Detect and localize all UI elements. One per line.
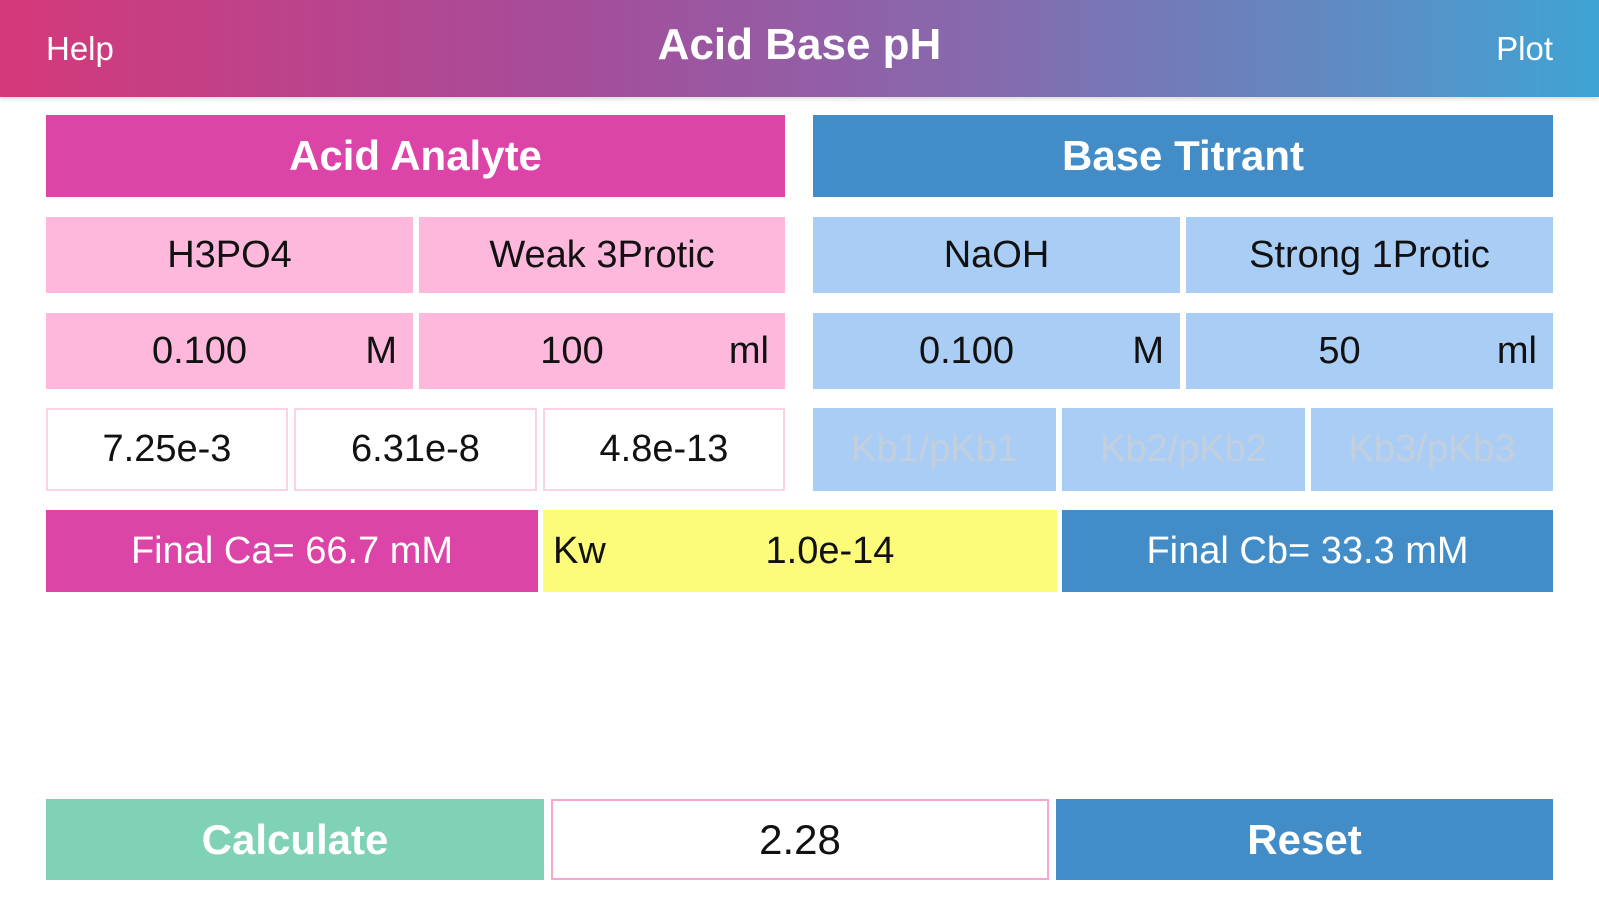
base-volume-value: 50 [1318, 329, 1361, 372]
help-button[interactable]: Help [46, 30, 114, 67]
acid-volume-value: 100 [540, 329, 604, 372]
calculate-button[interactable]: Calculate [46, 799, 544, 880]
kb2-input[interactable]: Kb2/pKb2 [1062, 408, 1305, 491]
acid-concentration-value: 0.100 [151, 329, 248, 372]
kb3-input[interactable]: Kb3/pKb3 [1311, 408, 1553, 491]
kw-input[interactable]: Kw 1.0e-14 [543, 510, 1057, 592]
base-volume-input[interactable]: 50 ml [1186, 313, 1553, 389]
acid-concentration-input[interactable]: 0.100 M [46, 313, 413, 389]
plot-button[interactable]: Plot [1496, 30, 1553, 67]
acid-type-selector[interactable]: Weak 3Protic [419, 217, 785, 293]
acid-name-field[interactable]: H3PO4 [46, 217, 413, 293]
base-concentration-value: 0.100 [918, 329, 1015, 372]
kw-label: Kw [553, 529, 606, 572]
acid-volume-unit: ml [728, 329, 769, 372]
nav-bar: Help Acid Base pH Plot [0, 0, 1599, 97]
base-titrant-heading[interactable]: Base Titrant [813, 115, 1553, 197]
ka1-input[interactable]: 7.25e-3 [46, 408, 288, 491]
base-volume-unit: ml [1496, 329, 1537, 372]
acid-volume-input[interactable]: 100 ml [419, 313, 785, 389]
ka2-input[interactable]: 6.31e-8 [294, 408, 537, 491]
base-concentration-unit: M [1132, 329, 1164, 372]
base-concentration-input[interactable]: 0.100 M [813, 313, 1180, 389]
kw-value: 1.0e-14 [765, 529, 895, 572]
ph-result: 2.28 [551, 799, 1049, 880]
reset-button[interactable]: Reset [1056, 799, 1553, 880]
final-cb-display: Final Cb= 33.3 mM [1062, 510, 1553, 592]
acid-concentration-unit: M [365, 329, 397, 372]
acid-analyte-heading[interactable]: Acid Analyte [46, 115, 785, 197]
ka3-input[interactable]: 4.8e-13 [543, 408, 785, 491]
kb1-input[interactable]: Kb1/pKb1 [813, 408, 1056, 491]
page-title: Acid Base pH [657, 20, 942, 69]
base-type-selector[interactable]: Strong 1Protic [1186, 217, 1553, 293]
base-name-field[interactable]: NaOH [813, 217, 1180, 293]
final-ca-display: Final Ca= 66.7 mM [46, 510, 538, 592]
